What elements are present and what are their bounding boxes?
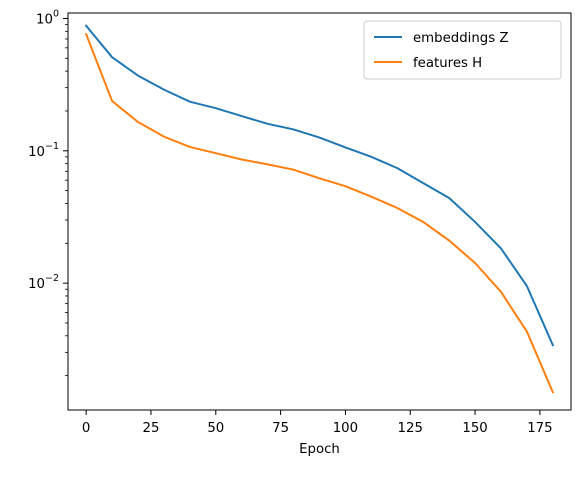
x-tick-label: 100 [333,421,358,436]
legend: embeddings Z features H [363,20,562,80]
x-tick-label: 150 [462,421,487,436]
y-tick-label: 10−1 [28,141,59,160]
legend-box [363,20,562,80]
series-layer [84,24,555,394]
y-tick-label: 100 [36,8,59,27]
x-axis: 0 25 50 75 100 125 150 175 [82,410,553,436]
y-tick-label: 10−2 [28,273,59,292]
y-axis: 100 10−1 10−2 [28,8,68,377]
x-tick-label: 50 [207,421,224,436]
plot-frame [67,12,572,411]
x-tick-label: 0 [82,421,90,436]
x-tick-label: 25 [143,421,160,436]
x-tick-label: 125 [398,421,423,436]
x-tick-label: 175 [527,421,552,436]
x-tick-label: 75 [272,421,289,436]
x-axis-title: Epoch [299,442,340,457]
series-line-2 [84,32,555,394]
legend-label-2: features H [413,56,482,71]
series-line-1 [84,24,555,347]
legend-label-1: embeddings Z [413,31,508,46]
